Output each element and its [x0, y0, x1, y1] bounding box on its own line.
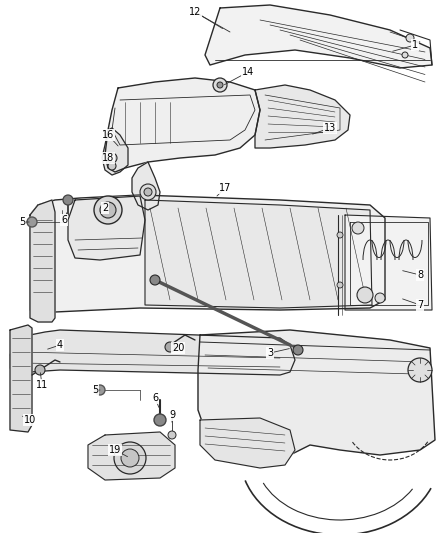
Circle shape — [35, 365, 45, 375]
Polygon shape — [30, 200, 55, 322]
Circle shape — [27, 217, 37, 227]
Circle shape — [150, 275, 160, 285]
Circle shape — [337, 282, 343, 288]
Text: 14: 14 — [242, 67, 254, 77]
Text: 7: 7 — [417, 300, 423, 310]
Circle shape — [408, 358, 432, 382]
Text: 12: 12 — [189, 7, 201, 17]
Circle shape — [213, 78, 227, 92]
Text: 1: 1 — [412, 40, 418, 50]
Polygon shape — [10, 330, 295, 375]
Circle shape — [108, 162, 116, 170]
Circle shape — [337, 232, 343, 238]
Text: 20: 20 — [172, 343, 184, 353]
Polygon shape — [198, 330, 435, 465]
Polygon shape — [68, 196, 145, 260]
Circle shape — [114, 442, 146, 474]
Polygon shape — [30, 195, 385, 318]
Text: 5: 5 — [19, 217, 25, 227]
Polygon shape — [205, 5, 432, 68]
Polygon shape — [102, 128, 128, 175]
Text: 4: 4 — [57, 340, 63, 350]
Circle shape — [107, 153, 117, 163]
Circle shape — [121, 449, 139, 467]
Polygon shape — [105, 78, 260, 172]
Circle shape — [165, 342, 175, 352]
Circle shape — [375, 293, 385, 303]
Circle shape — [140, 184, 156, 200]
Text: 17: 17 — [219, 183, 231, 193]
Text: 11: 11 — [36, 380, 48, 390]
Circle shape — [293, 345, 303, 355]
Circle shape — [168, 431, 176, 439]
Circle shape — [352, 222, 364, 234]
Circle shape — [144, 188, 152, 196]
Circle shape — [94, 196, 122, 224]
Circle shape — [402, 52, 408, 58]
Polygon shape — [10, 325, 32, 432]
Circle shape — [357, 287, 373, 303]
Circle shape — [406, 34, 414, 42]
Text: 13: 13 — [324, 123, 336, 133]
Polygon shape — [88, 432, 175, 480]
Circle shape — [95, 385, 105, 395]
Text: 8: 8 — [417, 270, 423, 280]
Circle shape — [154, 414, 166, 426]
Text: 6: 6 — [61, 215, 67, 225]
Text: 2: 2 — [102, 203, 108, 213]
Polygon shape — [200, 418, 295, 468]
Circle shape — [63, 195, 73, 205]
Circle shape — [100, 202, 116, 218]
Text: 5: 5 — [92, 385, 98, 395]
Text: 18: 18 — [102, 153, 114, 163]
Text: 19: 19 — [109, 445, 121, 455]
Polygon shape — [132, 162, 160, 210]
Text: 16: 16 — [102, 130, 114, 140]
Text: 10: 10 — [24, 415, 36, 425]
Text: 9: 9 — [169, 410, 175, 420]
Circle shape — [217, 82, 223, 88]
Polygon shape — [345, 215, 432, 310]
Polygon shape — [145, 200, 372, 308]
Text: 3: 3 — [267, 348, 273, 358]
Polygon shape — [255, 85, 350, 148]
Text: 6: 6 — [152, 393, 158, 403]
